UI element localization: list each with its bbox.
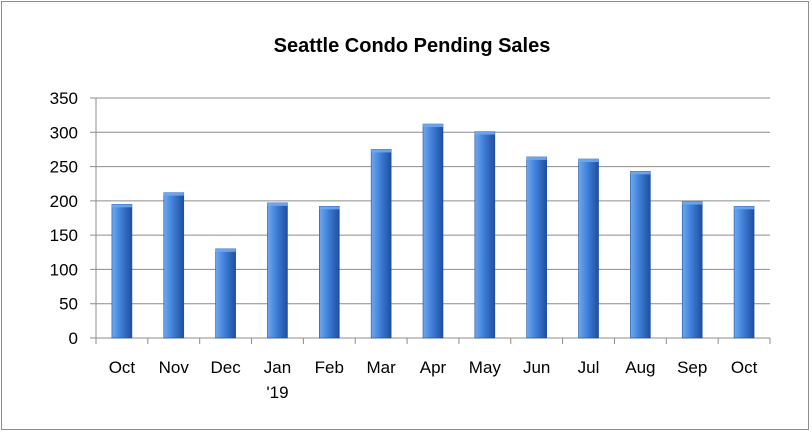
bar: [630, 171, 651, 339]
x-tick-label: Jul: [578, 358, 600, 377]
y-tick-label: 150: [50, 226, 78, 245]
bar: [733, 206, 755, 339]
x-tick-label: Jun: [523, 358, 550, 377]
bar-highlight: [526, 156, 547, 160]
x-tick-label: Apr: [420, 358, 447, 377]
x-tick-label: Oct: [731, 358, 758, 377]
y-tick-label: 300: [50, 123, 78, 142]
chart-title: Seattle Condo Pending Sales: [274, 35, 551, 57]
x-tick-label: Jan: [264, 358, 291, 377]
y-tick-label: 100: [50, 260, 78, 279]
x-tick-label: Feb: [315, 358, 344, 377]
bar-highlight: [163, 192, 184, 196]
x-tick-label: May: [469, 358, 502, 377]
bar-highlight: [423, 124, 443, 128]
bar: [422, 123, 444, 339]
bar: [681, 201, 703, 339]
y-tick-label: 0: [69, 329, 78, 348]
bar: [267, 202, 288, 339]
bar-highlight: [734, 206, 755, 210]
bar-highlight: [578, 159, 599, 163]
x-tick-label: Dec: [210, 358, 241, 377]
bar-highlight: [682, 201, 703, 205]
bar-highlight: [111, 204, 132, 208]
y-axis-ticks: 0 50 100 150 200 250 300 350: [50, 89, 78, 348]
bar: [215, 248, 236, 339]
x-tick-label: Aug: [625, 358, 655, 377]
x-tick-label: '19: [266, 383, 288, 402]
y-tick-label: 350: [50, 89, 78, 108]
y-tick-label: 50: [59, 295, 78, 314]
y-tick-label: 200: [50, 192, 78, 211]
x-tick-label: Sep: [677, 358, 707, 377]
bars: [111, 123, 755, 339]
x-tick-label: Oct: [109, 358, 136, 377]
bar: [111, 203, 133, 339]
bar: [474, 131, 496, 339]
y-tick-label: 250: [50, 158, 78, 177]
bar: [578, 158, 599, 339]
bar-highlight: [630, 171, 651, 175]
x-axis-ticks: Oct Nov Dec Jan '19 Feb Mar Apr May Jun Jul Aug Sep O…: [109, 358, 758, 402]
bar-highlight: [319, 206, 340, 210]
bar: [319, 206, 340, 339]
bar-highlight: [474, 131, 495, 135]
bar-highlight: [215, 248, 236, 252]
bar-chart: Seattle Condo Pending Sales 0 50 100 150 200…: [50, 35, 771, 402]
bar: [163, 192, 185, 339]
x-tick-label: Mar: [367, 358, 397, 377]
bar-highlight: [371, 149, 392, 153]
bar: [526, 156, 547, 339]
bar-highlight: [267, 202, 288, 206]
x-tick-label: Nov: [159, 358, 190, 377]
bar: [370, 149, 392, 339]
